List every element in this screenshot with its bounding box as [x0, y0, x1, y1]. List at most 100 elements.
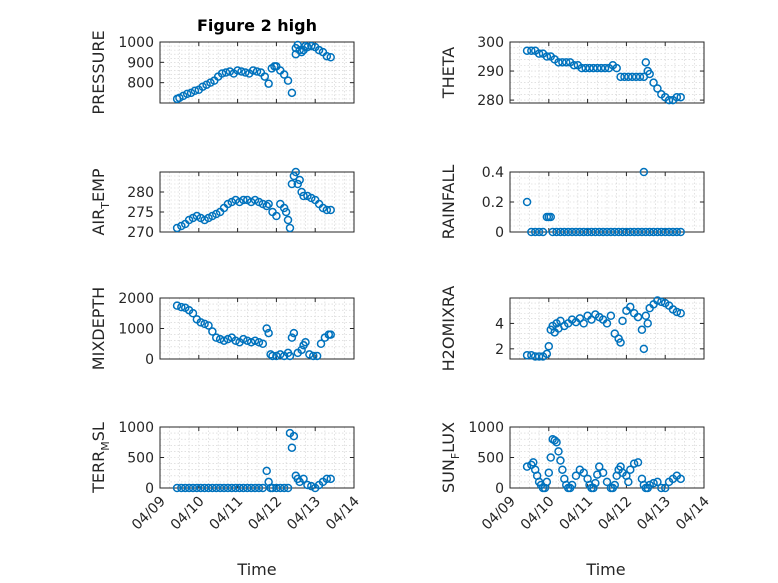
data-point: [542, 477, 552, 487]
data-point: [602, 319, 612, 328]
axes-frame: [159, 171, 355, 233]
data-point: [562, 58, 571, 67]
data-point: [676, 92, 685, 102]
data-point: [287, 443, 297, 452]
data-point: [264, 199, 273, 209]
y-axis-label: SUNFLUX: [439, 422, 462, 493]
data-point: [217, 69, 227, 78]
x-axis-label-left: Time: [236, 560, 276, 579]
data-point: [283, 215, 293, 225]
data-point: [579, 468, 588, 477]
data-point: [316, 339, 326, 348]
data-point: [567, 480, 577, 490]
data-point: [522, 197, 532, 207]
data-point: [639, 344, 649, 354]
data-point: [272, 351, 281, 361]
x-tick-label: 04/09: [479, 494, 519, 534]
data-point: [287, 333, 297, 342]
data-point: [262, 201, 271, 211]
y-tick-label: 900: [127, 55, 154, 71]
data-point: [550, 436, 559, 445]
data-point: [552, 438, 561, 447]
data-point: [635, 72, 645, 82]
data-point: [281, 207, 291, 217]
data-point: [657, 483, 666, 493]
data-point: [618, 227, 627, 237]
data-point: [235, 483, 244, 493]
data-point: [215, 483, 225, 493]
data-point: [593, 63, 602, 73]
axes-frame: [509, 297, 705, 360]
data-point: [657, 227, 666, 237]
data-point: [664, 227, 674, 237]
data-point: [664, 95, 674, 105]
data-point: [629, 459, 639, 468]
data-point: [231, 483, 240, 493]
data-point: [522, 350, 532, 360]
data-point: [552, 227, 561, 237]
data-point: [252, 67, 262, 76]
data-point: [279, 70, 289, 79]
data-point: [297, 345, 306, 355]
data-point: [622, 227, 631, 237]
data-point: [322, 205, 332, 215]
panel-h2omixra: 2 4 H2OMIXRA: [439, 286, 705, 371]
data-point: [227, 483, 237, 493]
y-tick-label: 280: [127, 185, 154, 201]
data-point: [554, 447, 563, 456]
data-point: [560, 227, 569, 237]
data-point: [326, 53, 335, 62]
data-point: [610, 227, 620, 237]
data-point: [591, 227, 600, 237]
data-point: [633, 312, 643, 322]
x-tick-label: 04/13: [634, 494, 674, 534]
data-point: [626, 465, 635, 474]
data-point: [305, 350, 314, 359]
data-point: [558, 58, 567, 67]
figure-title: Figure 2 high: [197, 16, 317, 35]
data-point: [172, 301, 182, 310]
data-point: [309, 351, 318, 361]
data-point: [522, 46, 532, 55]
data-point: [188, 483, 198, 493]
data-point: [538, 227, 548, 237]
data-point: [660, 483, 670, 493]
y-tick-label: 275: [127, 205, 154, 221]
y-tick-label: 270: [127, 225, 154, 241]
data-point: [303, 480, 312, 490]
data-point: [258, 339, 268, 348]
data-point: [264, 79, 273, 88]
data-point: [291, 167, 301, 177]
data-point: [594, 227, 604, 237]
data-point: [243, 483, 252, 493]
data-point: [606, 311, 616, 321]
data-point: [289, 431, 299, 441]
data-point: [530, 352, 540, 361]
data-point: [534, 227, 544, 237]
data-point: [594, 462, 604, 471]
data-point: [649, 227, 658, 237]
y-tick-label: 0: [495, 481, 504, 497]
data-point: [276, 350, 285, 359]
data-point: [527, 46, 536, 55]
data-point: [600, 63, 610, 73]
data-point: [616, 338, 625, 347]
y-tick-label: 0: [495, 225, 504, 241]
data-point: [268, 351, 277, 361]
x-tick-label: 04/10: [518, 494, 558, 534]
data-point: [530, 227, 540, 237]
y-tick-label: 1000: [118, 35, 154, 51]
data-point: [633, 458, 643, 467]
data-point: [204, 483, 213, 493]
y-tick-label: 0.2: [482, 195, 504, 211]
data-point: [285, 223, 295, 233]
data-point: [326, 330, 335, 339]
data-point: [258, 483, 268, 493]
data-point: [567, 227, 577, 237]
data-point: [276, 483, 285, 493]
data-point: [192, 483, 202, 493]
data-point: [612, 63, 621, 73]
